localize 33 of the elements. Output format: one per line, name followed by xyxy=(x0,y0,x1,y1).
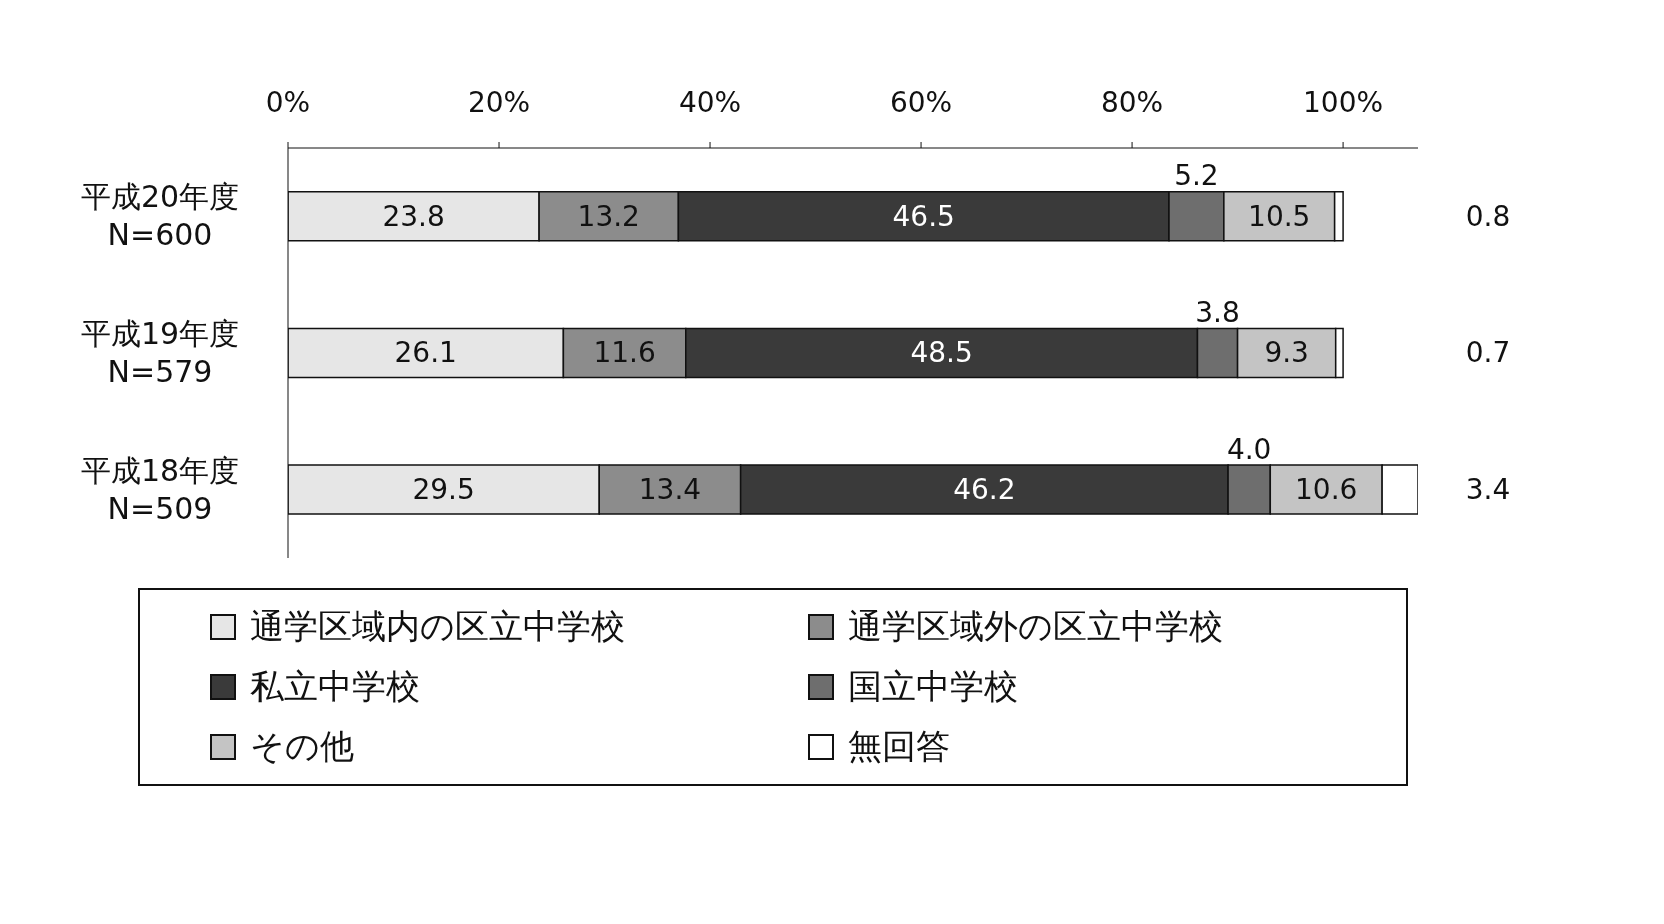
data-label: 29.5 xyxy=(412,473,475,507)
legend-label: 通学区域外の区立中学校 xyxy=(848,605,1223,648)
x-tick-label: 60% xyxy=(889,86,953,119)
x-tick-label: 40% xyxy=(678,86,742,119)
data-label: 26.1 xyxy=(394,336,457,370)
data-label: 13.2 xyxy=(577,199,640,233)
data-label: 9.3 xyxy=(1264,336,1309,370)
data-label: 10.5 xyxy=(1248,199,1311,233)
data-label: 48.5 xyxy=(910,336,973,370)
x-tick-label: 80% xyxy=(1100,86,1164,119)
legend-label: 私立中学校 xyxy=(250,665,420,708)
data-label: 5.2 xyxy=(1174,159,1219,193)
data-label: 3.4 xyxy=(1465,473,1511,507)
y-tick-label: 平成20年度 N=600 xyxy=(80,179,240,253)
y-tick-label: 平成19年度 N=579 xyxy=(80,316,240,389)
legend-label: 通学区域内の区立中学校 xyxy=(250,605,625,648)
legend-label: その他 xyxy=(250,725,354,768)
data-label: 13.4 xyxy=(638,473,702,507)
y-tick-label: 平成18年度 N=509 xyxy=(80,452,240,526)
legend-label: 無回答 xyxy=(848,725,950,768)
data-label: 4.0 xyxy=(1226,432,1272,466)
data-label: 3.8 xyxy=(1195,295,1240,329)
data-label: 46.2 xyxy=(953,473,1016,507)
data-label: 0.8 xyxy=(1465,199,1511,233)
data-label: 23.8 xyxy=(382,199,445,233)
data-label: 10.6 xyxy=(1295,473,1358,507)
data-label: 11.6 xyxy=(593,336,656,370)
x-tick-label: 0% xyxy=(265,86,311,119)
data-label: 46.5 xyxy=(892,199,955,233)
data-label: 0.7 xyxy=(1465,336,1511,370)
x-tick-label: 100% xyxy=(1303,86,1384,119)
legend-label: 国立中学校 xyxy=(848,665,1018,708)
x-tick-label: 20% xyxy=(467,86,531,119)
